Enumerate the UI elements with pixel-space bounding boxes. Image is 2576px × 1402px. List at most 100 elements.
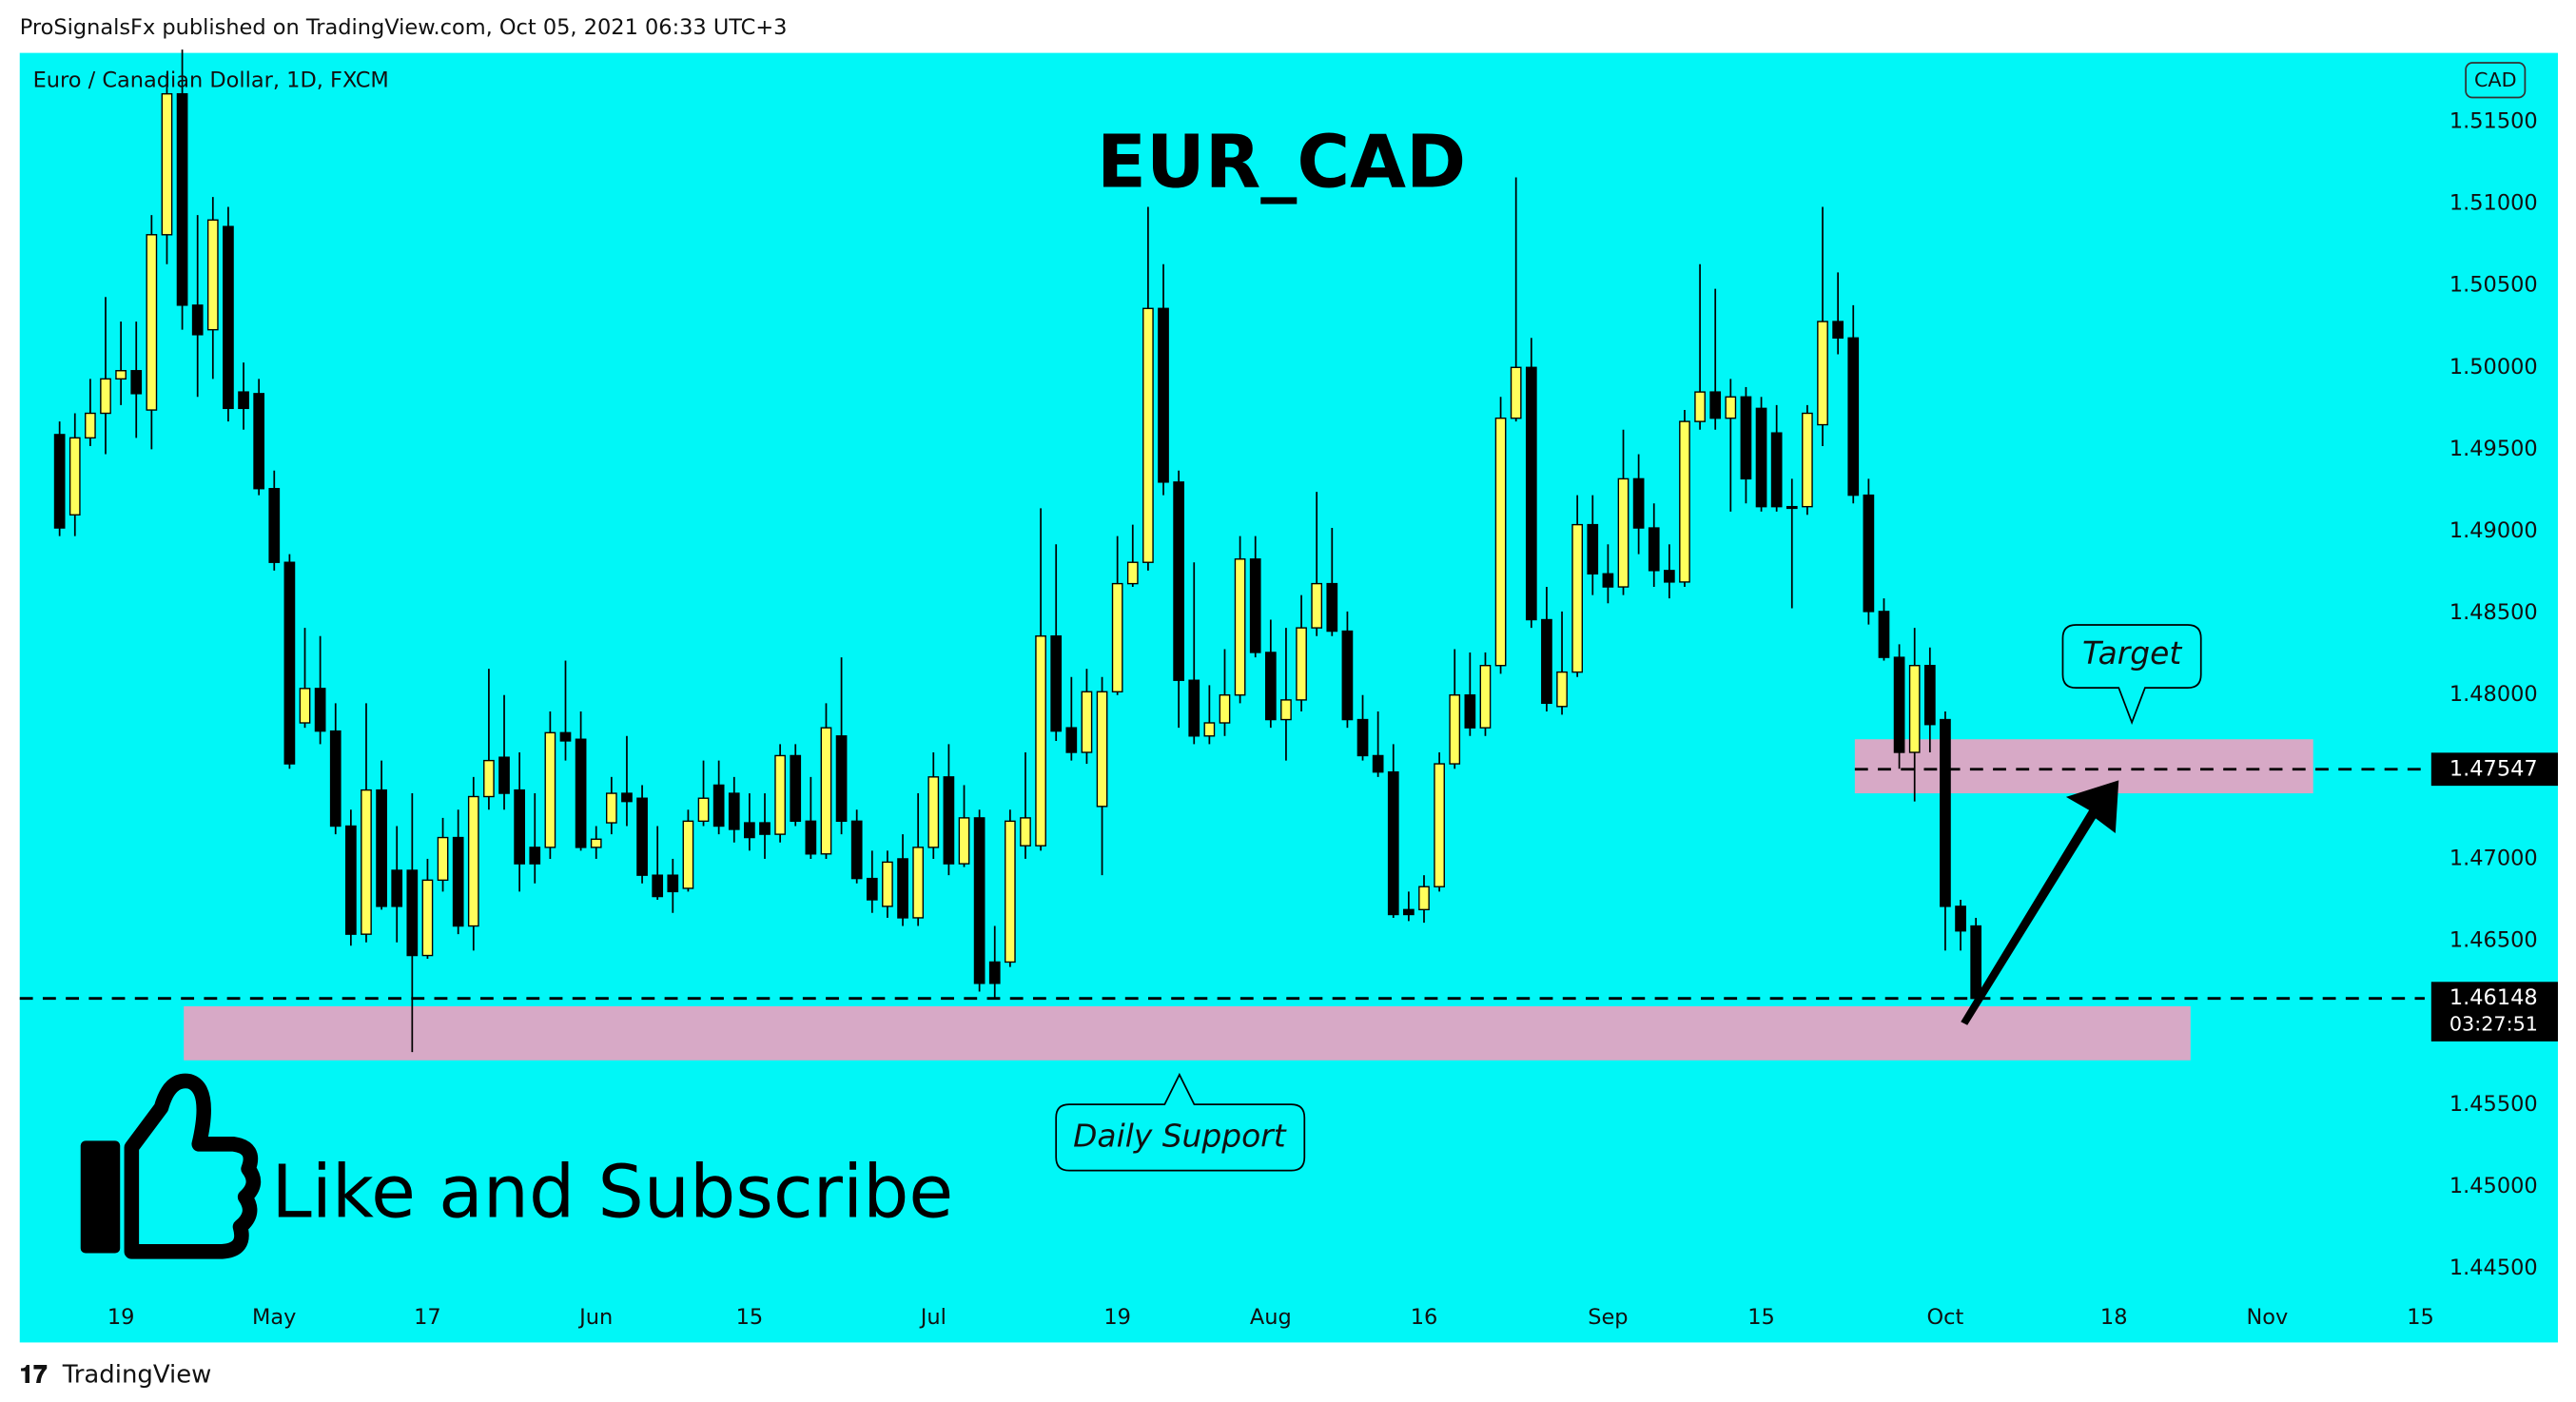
candle-body bbox=[744, 822, 755, 839]
price-label: 1.47547 bbox=[2449, 756, 2538, 781]
candle-body bbox=[790, 754, 802, 823]
arrow bbox=[1961, 780, 2119, 1025]
candle-body bbox=[759, 822, 771, 835]
x-tick-label: Nov bbox=[2246, 1305, 2288, 1330]
candle-body bbox=[53, 434, 66, 529]
candle-body bbox=[1632, 477, 1645, 529]
candle-body bbox=[559, 731, 572, 742]
candle-body bbox=[1050, 635, 1063, 732]
candle-body bbox=[544, 731, 556, 848]
footer-logo: 𝟏𝟕 bbox=[20, 1361, 48, 1390]
zone bbox=[1854, 739, 2313, 794]
candle-body bbox=[882, 861, 893, 907]
candle-body bbox=[206, 219, 219, 331]
candle-body bbox=[1617, 477, 1630, 588]
thumb-cuff bbox=[80, 1140, 121, 1254]
candle-body bbox=[283, 561, 296, 765]
candle-body bbox=[1648, 527, 1660, 572]
candle-body bbox=[1434, 763, 1445, 887]
candle-body bbox=[774, 754, 786, 835]
thumb-icon bbox=[124, 1073, 262, 1259]
candle-body bbox=[1296, 627, 1307, 701]
y-tick-label: 1.51500 bbox=[2449, 108, 2538, 133]
candle-body bbox=[1955, 905, 1966, 932]
candle-body bbox=[68, 437, 81, 516]
candle-body bbox=[223, 225, 234, 410]
y-tick-label: 1.48000 bbox=[2449, 682, 2538, 707]
candle-body bbox=[176, 92, 188, 306]
candle-body bbox=[820, 727, 832, 855]
candle-body bbox=[1372, 754, 1384, 773]
candle-body bbox=[1770, 432, 1783, 508]
candle-body bbox=[161, 92, 173, 236]
candle-body bbox=[1096, 691, 1108, 808]
candle-body bbox=[1081, 691, 1093, 753]
candle-body bbox=[361, 789, 372, 935]
candle-body bbox=[1571, 523, 1584, 673]
candle-body bbox=[1679, 420, 1690, 583]
support-label: Daily Support bbox=[1073, 1117, 1287, 1154]
candle-body bbox=[1005, 820, 1016, 964]
candle-body bbox=[943, 776, 955, 865]
candle-body bbox=[1311, 582, 1323, 629]
candle-body bbox=[1418, 886, 1430, 911]
footer: TradingView bbox=[62, 1361, 212, 1390]
candle-body bbox=[1203, 722, 1216, 737]
candle-body bbox=[1326, 582, 1338, 633]
candle-body bbox=[1158, 307, 1169, 483]
x-tick-label: 16 bbox=[1411, 1305, 1438, 1330]
candle-body bbox=[1356, 718, 1369, 757]
candle-body bbox=[1449, 694, 1461, 765]
x-tick-label: Aug bbox=[1250, 1305, 1292, 1330]
candle-body bbox=[452, 836, 464, 927]
candle-body bbox=[483, 759, 495, 798]
candle-body bbox=[1173, 481, 1184, 681]
candle-body bbox=[1940, 718, 1951, 907]
candle-body bbox=[1280, 699, 1292, 721]
candle-body bbox=[314, 688, 326, 732]
candle-body bbox=[1126, 561, 1139, 585]
x-tick-label: 15 bbox=[1747, 1305, 1775, 1330]
legend-text: Euro / Canadian Dollar, 1D, FXCM bbox=[33, 68, 389, 93]
candle-body bbox=[85, 412, 96, 439]
y-tick-label: 1.50000 bbox=[2449, 355, 2538, 380]
candle-body bbox=[1817, 321, 1828, 426]
candle-body bbox=[636, 797, 648, 876]
candle-body bbox=[1832, 321, 1844, 339]
countdown: 03:27:51 bbox=[2449, 1012, 2538, 1035]
candle-body bbox=[1709, 391, 1722, 419]
x-tick-label: May bbox=[252, 1305, 296, 1330]
candle-body bbox=[1464, 694, 1476, 729]
candle-body bbox=[652, 874, 664, 898]
candle-body bbox=[1786, 505, 1798, 510]
candle-body bbox=[1923, 665, 1936, 726]
candle-body bbox=[1111, 582, 1123, 692]
y-tick-label: 1.49500 bbox=[2449, 437, 2538, 461]
candle-body bbox=[621, 792, 633, 803]
y-tick-label: 1.47000 bbox=[2449, 846, 2538, 870]
candle-body bbox=[1219, 694, 1231, 724]
candle-body bbox=[1694, 391, 1706, 422]
plot: 1.445001.450001.455001.460001.465001.470… bbox=[53, 49, 2538, 1330]
candle-body bbox=[1264, 652, 1277, 721]
candle-body bbox=[1664, 570, 1675, 583]
x-tick-label: 15 bbox=[736, 1305, 764, 1330]
candle-body bbox=[467, 795, 479, 927]
x-tick-label: 19 bbox=[107, 1305, 135, 1330]
candle-body bbox=[1893, 656, 1905, 753]
candle-body bbox=[1403, 908, 1415, 916]
candle-body bbox=[1970, 925, 1982, 1000]
candle-body bbox=[1035, 635, 1046, 847]
candle-body bbox=[1847, 337, 1860, 497]
candle-body bbox=[1802, 412, 1813, 508]
candle-body bbox=[988, 961, 1001, 984]
candle-body bbox=[1587, 523, 1599, 574]
candle-body bbox=[498, 756, 510, 794]
candle-body bbox=[605, 792, 617, 824]
price-label: 1.46148 bbox=[2449, 985, 2538, 1010]
candle-body bbox=[1387, 770, 1399, 916]
candle-body bbox=[1234, 558, 1246, 696]
candle-body bbox=[1020, 817, 1031, 847]
candle-body bbox=[1725, 396, 1737, 419]
y-tick-label: 1.50500 bbox=[2449, 273, 2538, 298]
